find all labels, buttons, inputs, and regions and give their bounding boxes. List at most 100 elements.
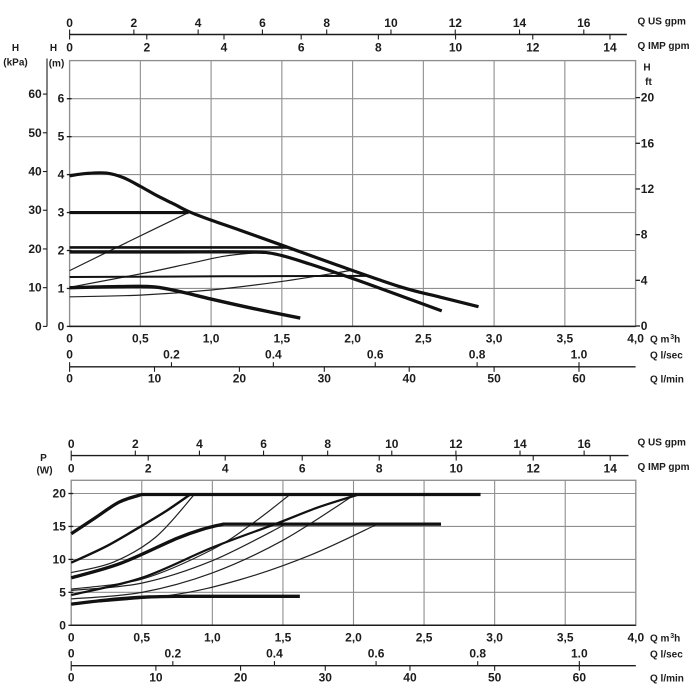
svg-text:20: 20 xyxy=(641,91,655,105)
svg-text:0.2: 0.2 xyxy=(164,647,181,661)
svg-text:4,0: 4,0 xyxy=(627,630,644,644)
svg-text:4: 4 xyxy=(195,16,202,30)
svg-text:10: 10 xyxy=(149,671,163,685)
svg-text:5: 5 xyxy=(59,585,66,599)
svg-text:20: 20 xyxy=(234,671,248,685)
svg-text:0: 0 xyxy=(66,41,73,55)
svg-text:10: 10 xyxy=(53,552,67,566)
svg-text:1: 1 xyxy=(58,281,65,295)
svg-text:6: 6 xyxy=(299,462,306,476)
svg-text:(m): (m) xyxy=(49,59,65,70)
svg-text:1,5: 1,5 xyxy=(275,630,292,644)
svg-text:6: 6 xyxy=(58,92,65,106)
svg-text:30: 30 xyxy=(319,671,333,685)
svg-text:Q l/sec: Q l/sec xyxy=(650,650,683,661)
svg-text:H: H xyxy=(50,43,57,54)
svg-text:0: 0 xyxy=(59,618,66,632)
svg-text:10: 10 xyxy=(449,41,463,55)
svg-text:14: 14 xyxy=(513,16,527,30)
svg-text:2,5: 2,5 xyxy=(416,630,433,644)
svg-text:4: 4 xyxy=(641,273,648,287)
svg-text:0: 0 xyxy=(68,630,75,644)
svg-text:0: 0 xyxy=(66,348,73,362)
svg-text:30: 30 xyxy=(318,372,332,386)
svg-text:0: 0 xyxy=(68,671,75,685)
svg-text:8: 8 xyxy=(641,228,648,242)
svg-text:14: 14 xyxy=(603,41,617,55)
svg-text:0: 0 xyxy=(68,462,75,476)
svg-text:1.0: 1.0 xyxy=(571,647,588,661)
svg-text:6: 6 xyxy=(259,16,266,30)
svg-text:8: 8 xyxy=(376,462,383,476)
svg-text:8: 8 xyxy=(324,437,331,451)
svg-text:0: 0 xyxy=(68,647,75,661)
svg-text:P: P xyxy=(40,453,47,464)
svg-text:50: 50 xyxy=(487,372,501,386)
svg-text:0: 0 xyxy=(35,319,42,333)
svg-text:12: 12 xyxy=(527,462,541,476)
svg-text:4: 4 xyxy=(196,437,203,451)
svg-text:ft: ft xyxy=(645,77,652,88)
svg-text:16: 16 xyxy=(577,16,591,30)
svg-text:60: 60 xyxy=(28,87,42,101)
svg-text:14: 14 xyxy=(513,437,527,451)
svg-text:4: 4 xyxy=(58,168,65,182)
svg-text:3: 3 xyxy=(58,206,65,220)
svg-text:(kPa): (kPa) xyxy=(3,58,27,69)
svg-text:20: 20 xyxy=(233,372,247,386)
svg-text:14: 14 xyxy=(604,462,618,476)
svg-text:0.6: 0.6 xyxy=(367,348,384,362)
svg-text:12: 12 xyxy=(526,41,540,55)
svg-text:(W): (W) xyxy=(36,466,52,477)
svg-text:0,5: 0,5 xyxy=(132,331,149,345)
svg-text:0.8: 0.8 xyxy=(469,348,486,362)
svg-text:2: 2 xyxy=(145,462,152,476)
svg-text:2,0: 2,0 xyxy=(345,630,362,644)
svg-text:1.0: 1.0 xyxy=(571,348,588,362)
svg-text:0: 0 xyxy=(68,437,75,451)
svg-text:Q m3h: Q m3h xyxy=(650,633,680,644)
svg-text:H: H xyxy=(643,63,650,74)
svg-text:6: 6 xyxy=(260,437,267,451)
svg-text:0: 0 xyxy=(641,319,648,333)
svg-text:Q US gpm: Q US gpm xyxy=(638,17,686,28)
svg-text:0,5: 0,5 xyxy=(133,630,150,644)
svg-text:16: 16 xyxy=(577,437,591,451)
svg-text:4: 4 xyxy=(221,41,228,55)
svg-text:Q l/min: Q l/min xyxy=(650,674,684,685)
svg-text:0.6: 0.6 xyxy=(368,647,385,661)
svg-text:4: 4 xyxy=(222,462,229,476)
svg-text:0.8: 0.8 xyxy=(469,647,486,661)
svg-text:40: 40 xyxy=(28,165,42,179)
svg-text:2: 2 xyxy=(131,16,138,30)
svg-text:3,0: 3,0 xyxy=(486,630,503,644)
svg-text:12: 12 xyxy=(449,16,463,30)
svg-text:2: 2 xyxy=(132,437,139,451)
svg-text:12: 12 xyxy=(641,182,655,196)
svg-text:1,0: 1,0 xyxy=(204,630,221,644)
svg-text:10: 10 xyxy=(450,462,464,476)
svg-text:2: 2 xyxy=(143,41,150,55)
svg-text:2,0: 2,0 xyxy=(344,331,361,345)
svg-text:Q US gpm: Q US gpm xyxy=(638,438,686,449)
svg-text:50: 50 xyxy=(488,671,502,685)
svg-text:5: 5 xyxy=(58,130,65,144)
svg-text:0: 0 xyxy=(58,319,65,333)
svg-text:Q m3h: Q m3h xyxy=(650,334,680,345)
svg-text:40: 40 xyxy=(403,372,417,386)
svg-text:3,5: 3,5 xyxy=(557,331,574,345)
svg-text:16: 16 xyxy=(641,136,655,150)
svg-text:0.4: 0.4 xyxy=(266,647,283,661)
svg-text:Q l/sec: Q l/sec xyxy=(650,351,683,362)
svg-text:40: 40 xyxy=(403,671,417,685)
svg-text:10: 10 xyxy=(148,372,162,386)
svg-text:0: 0 xyxy=(66,16,73,30)
svg-text:10: 10 xyxy=(384,16,398,30)
svg-text:20: 20 xyxy=(28,242,42,256)
svg-text:0: 0 xyxy=(66,372,73,386)
svg-text:1,5: 1,5 xyxy=(274,331,291,345)
svg-text:2: 2 xyxy=(58,244,65,258)
svg-text:50: 50 xyxy=(28,126,42,140)
svg-text:20: 20 xyxy=(53,487,67,501)
svg-text:Q IMP gpm: Q IMP gpm xyxy=(638,462,690,473)
